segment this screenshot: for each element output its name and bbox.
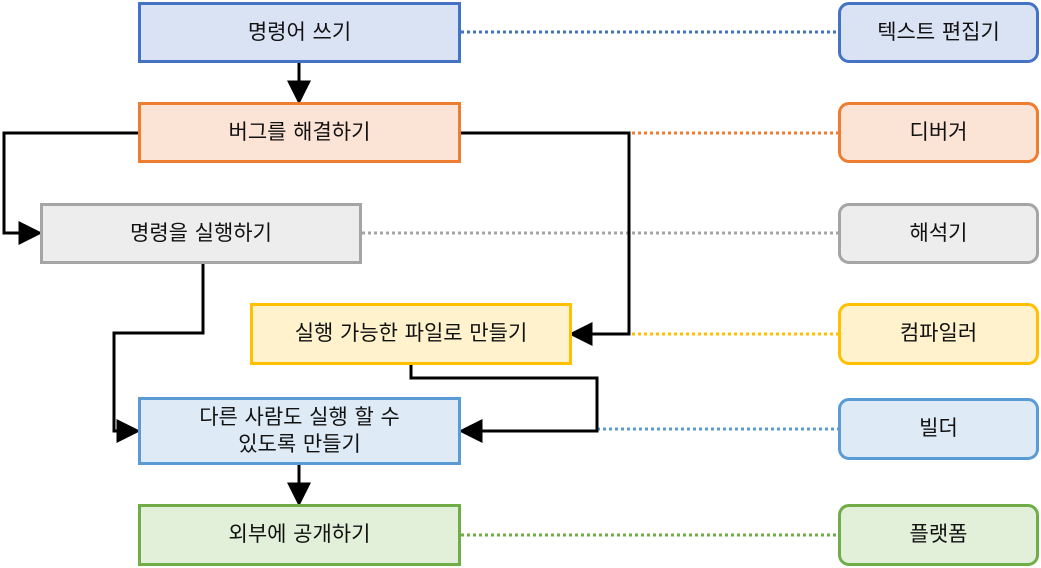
tool-builder: 빌더: [838, 398, 1039, 460]
tool-interpreter-label: 해석기: [909, 220, 968, 245]
step-run-code-label: 명령을 실행하기: [130, 220, 272, 245]
step-publish: 외부에 공개하기: [138, 504, 461, 566]
step-write-code: 명령어 쓰기: [138, 2, 461, 63]
step-write-code-label: 명령어 쓰기: [247, 19, 352, 44]
tool-text-editor: 텍스트 편집기: [838, 2, 1039, 63]
step-publish-label: 외부에 공개하기: [228, 522, 371, 547]
arrow-fix-to-compile: [461, 131, 631, 346]
step-make-runnable-label-line2: 있도록 만들기: [238, 432, 361, 456]
step-make-executable: 실행 가능한 파일로 만들기: [250, 303, 572, 365]
arrow-compile-to-build: [409, 365, 599, 443]
tool-platform: 플랫폼: [838, 504, 1039, 566]
arrow-fix-to-run: [2, 131, 138, 245]
tool-text-editor-label: 텍스트 편집기: [877, 19, 1000, 44]
arrow-run-to-build: [112, 264, 205, 443]
step-make-executable-label: 실행 가능한 파일로 만들기: [294, 321, 528, 346]
tool-debugger: 디버거: [838, 102, 1039, 163]
step-make-runnable: 다른 사람도 실행 할 수 있도록 만들기: [138, 397, 461, 465]
tool-builder-label: 빌더: [919, 416, 958, 441]
tool-platform-label: 플랫폼: [909, 522, 968, 547]
step-run-code: 명령을 실행하기: [40, 203, 362, 264]
tool-debugger-label: 디버거: [909, 119, 968, 144]
step-make-runnable-label-line1: 다른 사람도 실행 할 수: [199, 404, 400, 429]
step-fix-bugs-label: 버그를 해결하기: [228, 119, 371, 144]
tool-compiler: 컴파일러: [838, 303, 1039, 365]
tool-compiler-label: 컴파일러: [899, 321, 978, 346]
tool-interpreter: 해석기: [838, 203, 1039, 264]
step-fix-bugs: 버그를 해결하기: [138, 102, 461, 163]
